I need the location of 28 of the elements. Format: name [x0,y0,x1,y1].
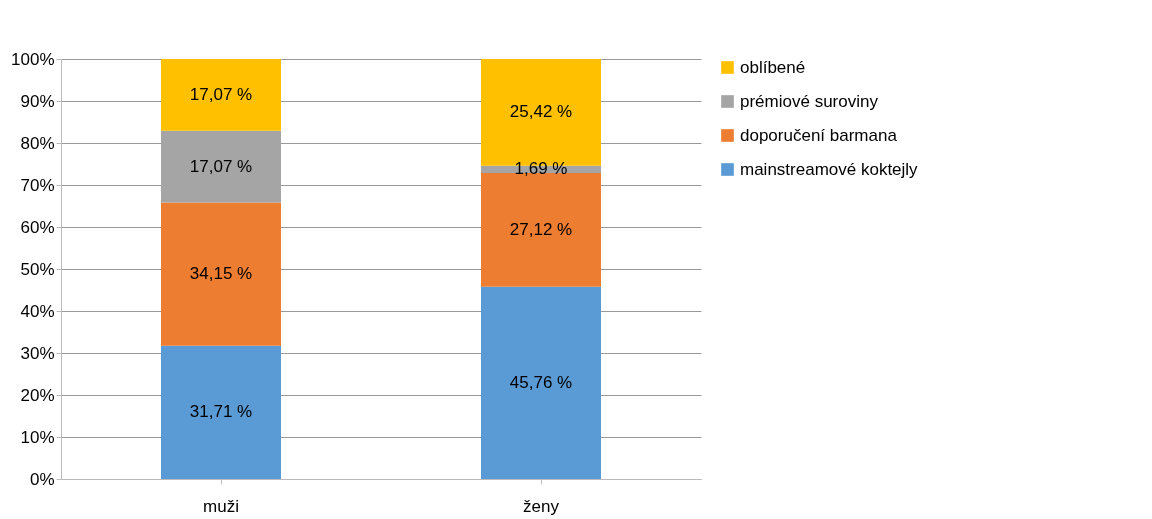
data-label: 31,71 % [189,402,253,422]
y-tick-label: 60% [20,217,55,237]
y-tick-label: 20% [20,385,55,405]
legend-label: oblíbené [740,57,806,77]
y-tick-label: 80% [20,133,55,153]
y-tick-label: 90% [20,91,55,111]
legend-label: prémiové suroviny [740,91,879,111]
data-label: 17,07 % [189,156,253,176]
bar [161,345,281,479]
bar [161,59,281,131]
y-tick-label: 10% [20,427,55,447]
bar [161,202,281,346]
legend-label: mainstreamové koktejly [740,159,919,179]
data-label: 27,12 % [509,219,573,239]
y-tick-label: 40% [20,301,55,321]
x-tick-label: muži [203,496,239,516]
y-tick-label: 50% [20,259,55,279]
data-label: 17,07 % [189,84,253,104]
bar [481,286,601,479]
y-tick-label: 100% [11,49,55,69]
legend-label: doporučení barmana [740,125,898,145]
data-label: 45,76 % [509,372,573,392]
y-tick-label: 70% [20,175,55,195]
data-label: 25,42 % [509,102,573,122]
data-label: 34,15 % [189,264,253,284]
y-tick-label: 30% [20,343,55,363]
y-tick-label: 0% [29,469,55,489]
x-tick-label: ženy [523,496,560,516]
